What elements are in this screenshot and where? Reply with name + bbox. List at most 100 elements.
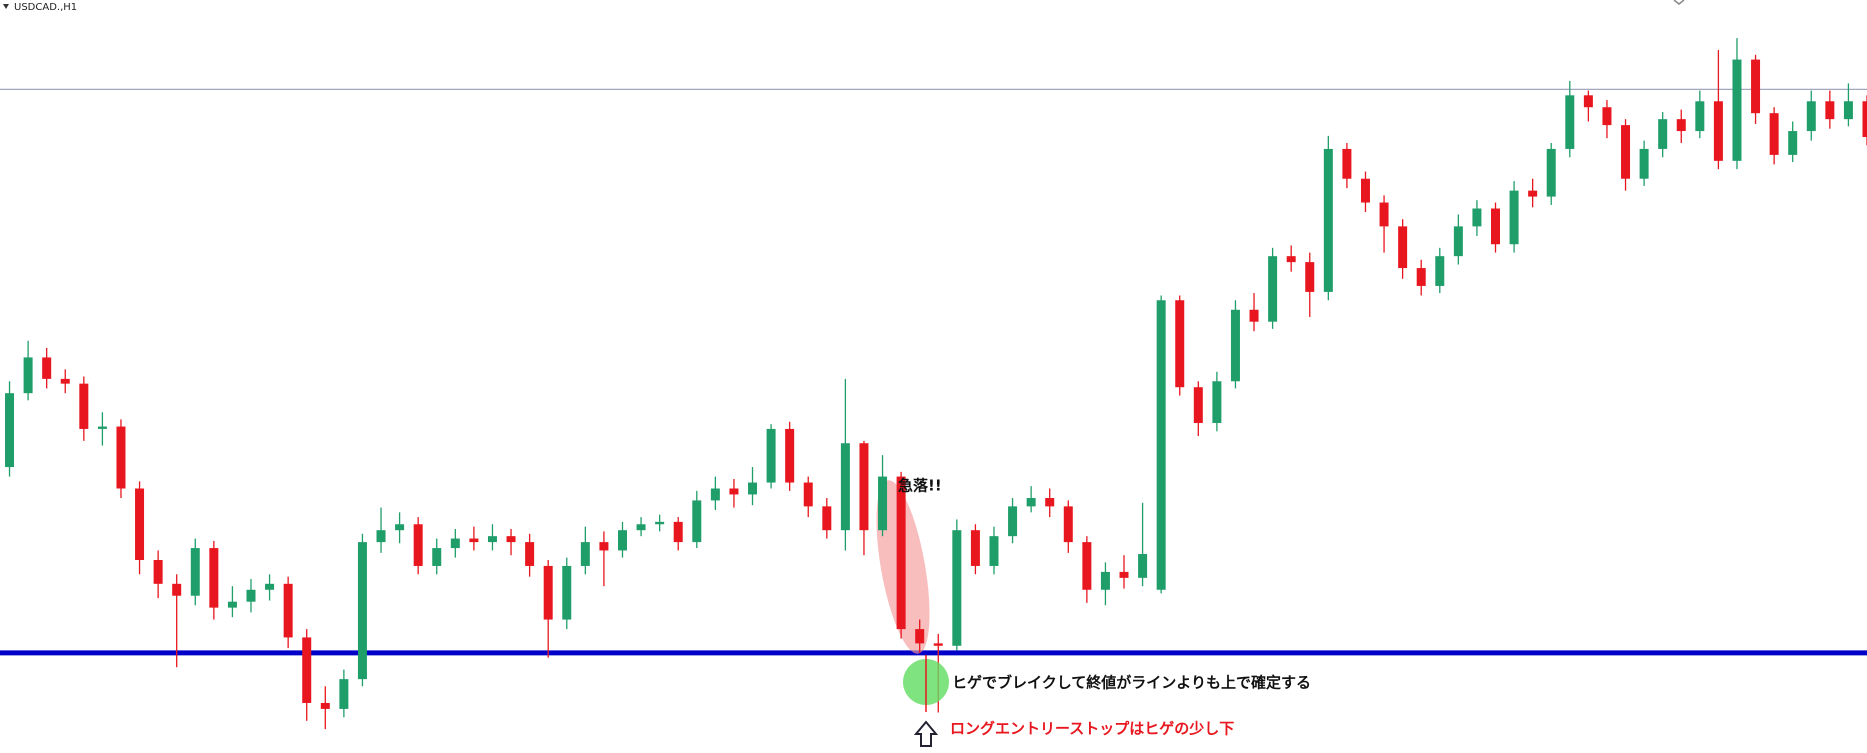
candle-body bbox=[5, 393, 15, 468]
candle-body bbox=[1453, 226, 1463, 257]
candle-body bbox=[1769, 113, 1779, 155]
candle-body bbox=[1509, 190, 1519, 245]
candle-body bbox=[1435, 256, 1445, 286]
candle-body bbox=[79, 383, 89, 429]
candle-body bbox=[636, 524, 646, 531]
candle-body bbox=[1546, 148, 1556, 197]
candle-body bbox=[970, 530, 980, 566]
candle-body bbox=[710, 488, 720, 501]
candle-body bbox=[1119, 571, 1129, 578]
candle-body bbox=[1583, 95, 1593, 108]
candle-body bbox=[97, 426, 107, 429]
candle-body bbox=[1621, 125, 1631, 179]
candle-body bbox=[859, 443, 869, 531]
candle-body bbox=[1713, 101, 1723, 161]
candle-body bbox=[1082, 542, 1092, 590]
candle-body bbox=[803, 482, 813, 507]
candle-body bbox=[487, 536, 497, 543]
candle-body bbox=[227, 601, 237, 608]
candle-body bbox=[302, 637, 312, 703]
candle-body bbox=[23, 357, 33, 394]
candle-body bbox=[1100, 571, 1110, 590]
candle-body bbox=[1676, 119, 1686, 132]
candle-body bbox=[357, 542, 367, 680]
candle-body bbox=[153, 559, 163, 584]
candle-body bbox=[1751, 59, 1761, 114]
candle-body bbox=[116, 426, 126, 489]
candle-body bbox=[1528, 190, 1538, 197]
entry-note: ロングエントリーストップはヒゲの少し下 bbox=[950, 720, 1234, 738]
candle-body bbox=[1788, 131, 1798, 155]
candle-body bbox=[1379, 202, 1389, 227]
symbol-label: USDCAD.,H1 bbox=[14, 2, 77, 13]
candle-body bbox=[1862, 101, 1867, 138]
break-note: ヒゲでブレイクして終値がラインよりも上で確定する bbox=[952, 674, 1311, 692]
candle-body bbox=[822, 506, 832, 531]
candle-body bbox=[1416, 268, 1426, 286]
candle-body bbox=[1342, 148, 1352, 179]
candle-body bbox=[1491, 208, 1501, 245]
candle-body bbox=[1193, 387, 1203, 423]
candle-body bbox=[1565, 95, 1575, 149]
candle-body bbox=[469, 538, 479, 543]
candle-body bbox=[785, 428, 795, 483]
candle-body bbox=[42, 357, 52, 379]
menu-arrow[interactable] bbox=[3, 4, 9, 9]
candle-body bbox=[1156, 300, 1166, 590]
candle-body bbox=[395, 524, 405, 531]
candle-body bbox=[729, 488, 739, 495]
candle-body bbox=[1732, 59, 1742, 161]
candle-body bbox=[1230, 309, 1240, 382]
candle-body bbox=[1305, 262, 1315, 292]
candle-body bbox=[1212, 381, 1222, 423]
candle-body bbox=[673, 521, 683, 543]
candle-body bbox=[617, 530, 627, 551]
candle-body bbox=[543, 565, 553, 620]
candle-body bbox=[655, 521, 665, 525]
candle-body bbox=[1602, 107, 1612, 126]
candle-body bbox=[1268, 256, 1278, 322]
candle-body bbox=[1008, 506, 1018, 537]
candle-body bbox=[1360, 178, 1370, 203]
candle-body bbox=[1138, 554, 1148, 578]
candle-body bbox=[1063, 506, 1073, 543]
candle-body bbox=[246, 589, 256, 602]
candle-body bbox=[1658, 119, 1668, 149]
candle-body bbox=[265, 583, 275, 590]
candle-body bbox=[209, 548, 219, 608]
candle-body bbox=[320, 702, 330, 709]
candle-body bbox=[1398, 226, 1408, 269]
candle-body bbox=[580, 542, 590, 566]
candle-body bbox=[506, 536, 516, 543]
candle-body bbox=[692, 500, 702, 543]
drop-label: 急落!! bbox=[898, 477, 942, 495]
candle-body bbox=[432, 548, 442, 566]
candle-body bbox=[840, 443, 850, 531]
candle-body bbox=[1825, 101, 1835, 120]
shift-marker[interactable] bbox=[1673, 0, 1685, 5]
candle-body bbox=[562, 565, 572, 620]
candle-body bbox=[190, 548, 200, 596]
candle-body bbox=[989, 536, 999, 566]
candle-body bbox=[933, 643, 943, 646]
candle-body bbox=[1286, 256, 1296, 263]
candle-body bbox=[748, 482, 758, 495]
candle-body bbox=[413, 524, 423, 566]
candle-body bbox=[896, 476, 906, 630]
candle-body bbox=[1026, 498, 1036, 507]
candle-body bbox=[1695, 101, 1705, 132]
candle-body bbox=[1175, 300, 1185, 388]
candle-body bbox=[525, 542, 535, 566]
candle-body bbox=[1639, 148, 1649, 179]
up-arrow bbox=[913, 720, 939, 747]
candle-body bbox=[60, 378, 70, 384]
candle-body bbox=[599, 542, 609, 551]
candle-body bbox=[878, 476, 888, 531]
candle-body bbox=[1472, 208, 1482, 227]
candle-body bbox=[1249, 309, 1259, 322]
candle-body bbox=[915, 629, 925, 644]
candle-body bbox=[1045, 498, 1055, 507]
candle-body bbox=[1806, 101, 1816, 132]
